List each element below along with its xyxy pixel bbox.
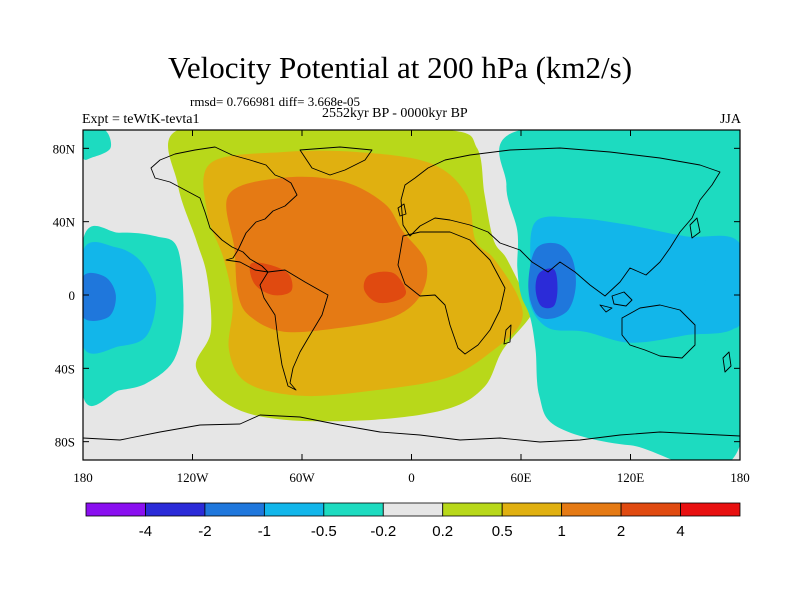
colorbar-swatch-2 <box>204 502 265 517</box>
colorbar-swatch-8 <box>561 502 622 517</box>
x-tick-label-5: 120E <box>617 470 645 485</box>
contour-region-8 <box>535 268 558 309</box>
colorbar-swatch-7 <box>501 502 563 517</box>
y-tick-label-4: 80S <box>55 435 75 450</box>
colorbar-label-4: -0.2 <box>370 523 396 540</box>
colorbar-swatch-0 <box>85 502 146 517</box>
colorbar-swatch-4 <box>323 502 384 517</box>
colorbar-label-1: -2 <box>198 523 211 540</box>
contour-fields <box>83 130 740 460</box>
axis-ticks: 180 120W 60W 0 60E 120E 180 80N 40N 0 40S 80S <box>53 130 750 485</box>
x-tick-label-1: 120W <box>177 470 210 485</box>
colorbar-label-5: 0.2 <box>432 523 453 540</box>
colorbar-swatch-1 <box>145 502 206 517</box>
x-tick-label-0: 180 <box>73 470 93 485</box>
colorbar-swatch-3 <box>263 502 325 517</box>
season-label: JJA <box>719 112 741 127</box>
colorbar-label-0: -4 <box>139 523 152 540</box>
colorbar-label-7: 1 <box>557 523 565 540</box>
x-tick-label-3: 0 <box>408 470 415 485</box>
y-tick-label-2: 0 <box>69 288 76 303</box>
coastline-new-zealand <box>722 351 732 373</box>
experiment-label: Expt = teWtK-tevta1 <box>82 112 200 127</box>
coastline-africa <box>397 231 506 355</box>
colorbar-label-9: 4 <box>676 523 684 540</box>
coastline-greenland <box>299 146 373 176</box>
contour-region-10 <box>83 242 157 354</box>
coastline-north-america <box>150 146 298 273</box>
coastline-australia <box>621 304 696 359</box>
contour-region-11 <box>83 272 116 321</box>
colorbar-label-8: 2 <box>617 523 625 540</box>
chart-subtitle: 2552kyr BP - 0000kyr BP <box>322 106 468 121</box>
coastline-eurasia <box>400 147 721 297</box>
coastline-japan <box>689 217 701 239</box>
colorbar-label-6: 0.5 <box>492 523 513 540</box>
colorbar-label-3: -0.5 <box>311 523 337 540</box>
colorbar-swatch-10 <box>680 502 741 517</box>
x-tick-label-2: 60W <box>289 470 315 485</box>
x-tick-label-6: 180 <box>730 470 750 485</box>
coastline-indonesia <box>599 291 633 313</box>
colorbar-swatch-9 <box>620 502 681 517</box>
x-tick-label-4: 60E <box>511 470 532 485</box>
contour-region-13 <box>703 260 740 329</box>
coastline-antarctica <box>83 414 740 443</box>
stats-line: rmsd= 0.766981 diff= 3.668e-05 <box>190 94 361 109</box>
y-tick-label-3: 40S <box>55 361 75 376</box>
y-tick-label-1: 40N <box>53 215 76 230</box>
coastline-uk <box>397 203 407 217</box>
y-tick-label-0: 80N <box>53 141 76 156</box>
chart-title: Velocity Potential at 200 hPa (km2/s) <box>167 50 633 85</box>
colorbar-swatch-6 <box>442 502 503 517</box>
contour-region-12 <box>83 130 112 160</box>
contour-region-4 <box>363 271 407 304</box>
coastline-south-america <box>259 269 329 391</box>
colorbar-label-2: -1 <box>258 523 271 540</box>
coastline-madagascar <box>503 324 512 345</box>
coastlines <box>83 146 740 443</box>
colorbar-swatch-5 <box>382 502 444 517</box>
contour-region-6 <box>528 216 740 343</box>
colorbar: -4 -2 -1 -0.5 -0.2 0.2 0.5 1 2 4 <box>85 502 741 540</box>
